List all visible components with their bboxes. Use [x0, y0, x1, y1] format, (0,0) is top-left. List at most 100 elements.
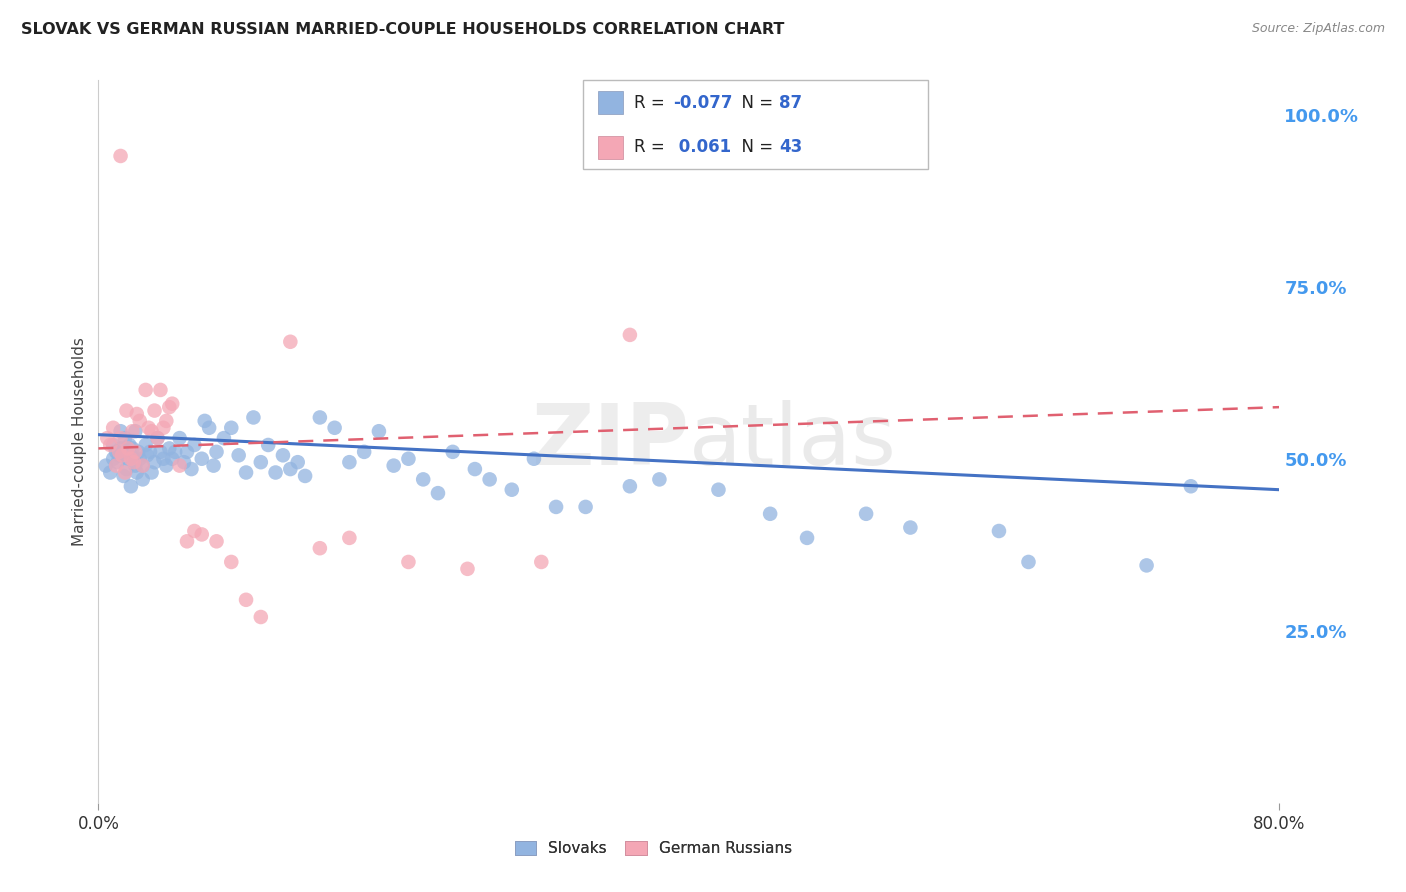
Text: atlas: atlas — [689, 400, 897, 483]
Point — [96, 431, 118, 445]
Point — [125, 466, 148, 480]
Point — [202, 458, 225, 473]
Point — [135, 383, 157, 397]
Point — [648, 472, 671, 486]
Point — [796, 531, 818, 545]
Point — [478, 472, 501, 486]
Point — [143, 403, 166, 417]
Point — [221, 555, 243, 569]
Point — [112, 469, 135, 483]
Point — [146, 431, 169, 445]
Point — [183, 524, 205, 538]
Point — [122, 451, 145, 466]
Point — [162, 397, 183, 411]
Point — [759, 507, 782, 521]
Point — [353, 445, 375, 459]
Point — [98, 466, 121, 480]
Point — [1136, 558, 1159, 573]
Point — [280, 334, 302, 349]
Point — [157, 400, 180, 414]
Text: Source: ZipAtlas.com: Source: ZipAtlas.com — [1251, 22, 1385, 36]
Point — [173, 455, 195, 469]
Point — [183, 438, 205, 452]
Point — [441, 445, 464, 459]
Point — [138, 421, 160, 435]
Point — [114, 431, 136, 445]
Point — [287, 455, 309, 469]
Point — [111, 448, 134, 462]
Point — [94, 458, 117, 473]
Point — [103, 451, 125, 466]
Point — [257, 438, 280, 452]
Point — [221, 421, 243, 435]
Point — [855, 507, 877, 521]
Point — [132, 458, 155, 473]
Point — [271, 448, 294, 462]
Point — [242, 410, 264, 425]
Point — [619, 327, 641, 342]
Point — [152, 451, 174, 466]
Point — [1180, 479, 1202, 493]
Point — [124, 445, 146, 459]
Point — [427, 486, 450, 500]
Point — [339, 531, 361, 545]
Text: ZIP: ZIP — [531, 400, 689, 483]
Point — [121, 442, 143, 456]
Point — [176, 534, 198, 549]
Point — [120, 451, 142, 466]
Point — [120, 448, 142, 462]
Point — [194, 414, 217, 428]
Text: N =: N = — [731, 138, 779, 156]
Text: SLOVAK VS GERMAN RUSSIAN MARRIED-COUPLE HOUSEHOLDS CORRELATION CHART: SLOVAK VS GERMAN RUSSIAN MARRIED-COUPLE … — [21, 22, 785, 37]
Point — [294, 469, 316, 483]
Point — [457, 562, 479, 576]
Point — [117, 445, 139, 459]
Text: -0.077: -0.077 — [673, 94, 733, 112]
Legend: Slovaks, German Russians: Slovaks, German Russians — [508, 833, 800, 863]
Text: N =: N = — [731, 94, 779, 112]
Point — [523, 451, 546, 466]
Point — [619, 479, 641, 493]
Point — [146, 431, 169, 445]
Text: 0.061: 0.061 — [673, 138, 731, 156]
Point — [110, 442, 132, 456]
Point — [205, 534, 228, 549]
Point — [264, 466, 287, 480]
Point — [136, 448, 159, 462]
Point — [149, 383, 172, 397]
Point — [309, 410, 332, 425]
Point — [141, 466, 163, 480]
Point — [121, 424, 143, 438]
Point — [98, 438, 121, 452]
Point — [191, 527, 214, 541]
Point — [205, 445, 228, 459]
Point — [530, 555, 553, 569]
Point — [250, 455, 273, 469]
Point — [125, 407, 148, 421]
Text: 87: 87 — [779, 94, 801, 112]
Point — [250, 610, 273, 624]
Point — [212, 431, 235, 445]
Point — [105, 445, 128, 459]
Point — [191, 451, 214, 466]
Point — [546, 500, 568, 514]
Point — [900, 520, 922, 534]
Y-axis label: Married-couple Households: Married-couple Households — [72, 337, 87, 546]
Point — [135, 438, 157, 452]
Point — [108, 448, 131, 462]
Point — [228, 448, 250, 462]
Point — [143, 455, 166, 469]
Point — [122, 455, 145, 469]
Point — [107, 455, 129, 469]
Point — [155, 414, 177, 428]
Point — [128, 414, 150, 428]
Point — [339, 455, 361, 469]
Point — [368, 424, 391, 438]
Point — [127, 445, 149, 459]
Point — [198, 421, 221, 435]
Point — [128, 451, 150, 466]
Point — [120, 479, 142, 493]
Point — [235, 466, 257, 480]
Point — [382, 458, 405, 473]
Point — [117, 442, 139, 456]
